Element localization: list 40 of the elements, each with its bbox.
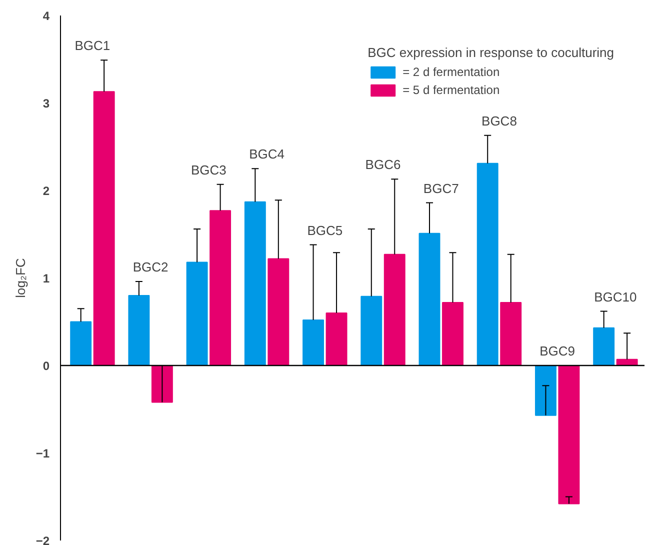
x-tick-label: BGC4 [249,146,284,162]
bar [476,162,498,366]
x-tick-label: BGC10 [594,289,637,304]
bar [70,321,92,366]
y-axis-title: log₂FC [12,258,28,298]
y-tick-label: 1 [42,272,50,286]
bar [326,312,348,366]
x-tick-label: BGC8 [482,113,517,128]
y-tick-label: 2 [42,184,50,198]
bar [151,365,173,403]
bar [384,254,406,366]
x-tick-label: BGC7 [423,180,459,196]
y-tick-label: −2 [36,534,50,545]
bar [268,258,290,366]
x-tick-label: BGC6 [365,157,401,172]
y-tick-label: 4 [42,9,50,23]
legend-label: = 5 d fermentation [402,83,500,97]
bar [593,327,615,366]
bar [500,302,522,366]
legend-title: BGC expression in response to coculturing [368,45,614,60]
bar [360,296,382,366]
y-tick-label: −1 [36,446,50,460]
bar [442,302,464,366]
bar [128,295,150,366]
x-tick-label: BGC2 [132,260,168,274]
x-tick-label: BGC1 [74,38,110,54]
bar [418,232,440,366]
bar [186,262,208,366]
y-tick-label: 0 [42,359,50,373]
bar [558,365,580,504]
bar [534,365,556,416]
x-tick-label: BGC5 [307,222,343,238]
y-tick-label: 3 [42,96,50,110]
bar [210,210,232,366]
x-tick-label: BGC9 [540,344,576,358]
bar [244,201,266,366]
legend-label: = 2 d fermentation [402,65,500,79]
bar [302,320,324,366]
x-tick-label: BGC3 [190,162,226,178]
bar [93,91,115,366]
